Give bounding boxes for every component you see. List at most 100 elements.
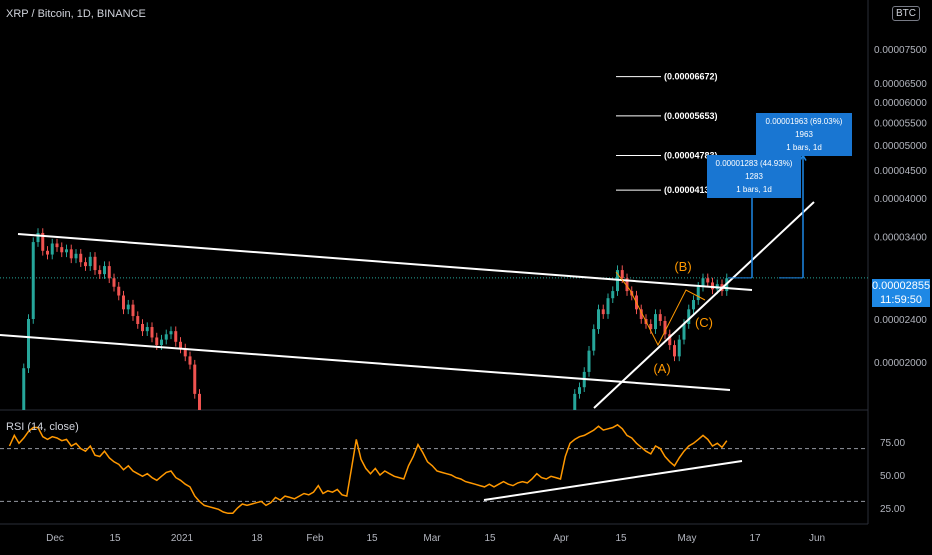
price-tick-label: 0.00005500 xyxy=(874,118,927,129)
time-tick-label: Dec xyxy=(46,533,64,544)
candle-body xyxy=(22,368,26,410)
target-level-label: (0.00005653) xyxy=(664,111,718,121)
candle-body xyxy=(606,298,610,315)
candle-body xyxy=(65,249,68,253)
candle-body xyxy=(145,327,149,332)
candle-body xyxy=(169,331,173,335)
wave-label: (A) xyxy=(653,361,670,376)
bar-countdown: 11:59:50 xyxy=(872,293,930,307)
price-tick-label: 0.00004000 xyxy=(874,194,927,205)
price-tick-label: 0.00006500 xyxy=(874,79,927,90)
candle-body xyxy=(174,331,178,342)
rsi-line xyxy=(8,423,728,515)
candle-body xyxy=(687,309,691,324)
wave-label: (C) xyxy=(695,315,713,330)
candle-body xyxy=(183,348,187,357)
measure-popup-1[interactable]: 0.00001283 (44.93%) 1283 1 bars, 1d xyxy=(707,155,801,198)
candle-body xyxy=(31,242,35,319)
target-level-label: (0.00004783) xyxy=(664,151,718,161)
candle-body xyxy=(179,341,182,349)
candle-body xyxy=(677,339,681,357)
time-tick-label: 15 xyxy=(484,533,496,544)
rsi-tick-label: 25.00 xyxy=(880,504,905,515)
candle-body xyxy=(155,337,159,346)
candle-body xyxy=(69,249,73,259)
candle-body xyxy=(711,282,714,290)
price-tick-label: 0.00002000 xyxy=(874,358,927,369)
time-tick-label: 18 xyxy=(251,533,263,544)
candle-body xyxy=(74,253,78,259)
candle-body xyxy=(673,345,676,357)
candle-body xyxy=(164,334,168,340)
candle-body xyxy=(160,339,163,346)
measure-popup-2[interactable]: 0.00001963 (69.03%) 1963 1 bars, 1d xyxy=(756,113,852,156)
candle-body xyxy=(188,356,192,365)
candle-body xyxy=(103,266,106,275)
target-level-label: (0.00006672) xyxy=(664,72,718,82)
candle-body xyxy=(658,314,662,321)
measure-popup-2-line2: 1 bars, 1d xyxy=(786,143,822,152)
candle-body xyxy=(625,278,629,292)
candle-body xyxy=(649,323,653,330)
candle-body xyxy=(639,309,643,319)
target-level-label: (0.00004134) xyxy=(664,185,718,195)
time-tick-label: May xyxy=(678,533,697,544)
candle-body xyxy=(620,270,624,279)
wave-path xyxy=(615,271,706,347)
candle-body xyxy=(701,278,705,287)
candle-body xyxy=(668,334,672,346)
candle-body xyxy=(692,300,695,310)
price-tick-label: 0.00002400 xyxy=(874,315,927,326)
candle-body xyxy=(597,309,600,330)
candle-body xyxy=(198,393,201,410)
candle-body xyxy=(150,327,154,338)
time-tick-label: Jun xyxy=(809,533,825,544)
rsi-trend-line xyxy=(483,460,743,501)
candle-body xyxy=(696,286,700,301)
candle-body xyxy=(131,304,135,317)
candle-body xyxy=(136,316,140,324)
candle-body xyxy=(601,309,605,315)
candle-body xyxy=(706,278,710,283)
candle-body xyxy=(578,387,581,394)
candle-body xyxy=(122,295,125,310)
candle-body xyxy=(88,256,92,267)
candle-body xyxy=(98,270,102,275)
candle-body xyxy=(36,232,40,243)
measure-popup-2-line1: 0.00001963 (69.03%) 1963 xyxy=(765,117,843,139)
candle-body xyxy=(587,350,591,372)
candle-body xyxy=(682,323,686,340)
candle-body xyxy=(112,278,116,287)
time-tick-label: Apr xyxy=(553,533,569,544)
candle-body xyxy=(117,286,121,296)
measure-popup-1-line1: 0.00001283 (44.93%) 1283 xyxy=(715,159,793,181)
time-tick-label: 15 xyxy=(109,533,121,544)
rsi-tick-label: 75.00 xyxy=(880,438,905,449)
lower-channel-line xyxy=(0,334,731,391)
time-tick-label: 15 xyxy=(615,533,627,544)
candle-body xyxy=(46,250,49,255)
price-tick-label: 0.00006000 xyxy=(874,98,927,109)
candle-body xyxy=(107,266,111,279)
candle-body xyxy=(55,243,59,248)
candle-body xyxy=(84,262,87,267)
candle-body xyxy=(60,247,64,253)
candle-body xyxy=(126,304,130,310)
candle-body xyxy=(654,314,657,330)
price-tick-label: 0.00003400 xyxy=(874,232,927,243)
candle-body xyxy=(79,253,83,263)
candle-body xyxy=(50,243,54,255)
measure-popup-1-line2: 1 bars, 1d xyxy=(736,185,772,194)
rsi-tick-label: 50.00 xyxy=(880,471,905,482)
time-tick-label: Mar xyxy=(423,533,441,544)
time-tick-label: 17 xyxy=(749,533,761,544)
candle-body xyxy=(611,291,615,299)
candle-body xyxy=(27,319,30,369)
rsi-title: RSI (14, close) xyxy=(6,421,79,433)
candle-body xyxy=(663,320,667,335)
price-tick-label: 0.00005000 xyxy=(874,141,927,152)
candle-body xyxy=(193,364,197,394)
currency-badge[interactable]: BTC xyxy=(892,6,920,21)
